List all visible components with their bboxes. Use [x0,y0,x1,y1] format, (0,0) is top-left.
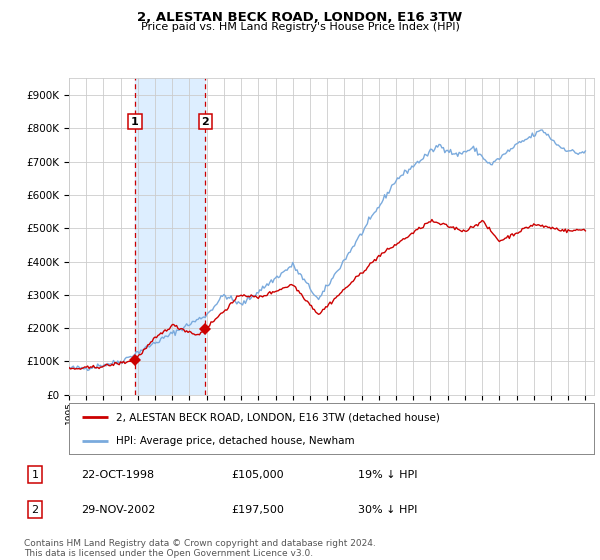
Text: 2, ALESTAN BECK ROAD, LONDON, E16 3TW (detached house): 2, ALESTAN BECK ROAD, LONDON, E16 3TW (d… [116,412,440,422]
Text: Price paid vs. HM Land Registry's House Price Index (HPI): Price paid vs. HM Land Registry's House … [140,22,460,32]
Text: 22-OCT-1998: 22-OCT-1998 [81,470,154,479]
Text: 19% ↓ HPI: 19% ↓ HPI [358,470,417,479]
Text: £105,000: £105,000 [231,470,284,479]
Text: 2, ALESTAN BECK ROAD, LONDON, E16 3TW: 2, ALESTAN BECK ROAD, LONDON, E16 3TW [137,11,463,24]
Text: 30% ↓ HPI: 30% ↓ HPI [358,505,417,515]
Text: 2: 2 [31,505,38,515]
Text: Contains HM Land Registry data © Crown copyright and database right 2024.
This d: Contains HM Land Registry data © Crown c… [24,539,376,558]
Text: 1: 1 [32,470,38,479]
Text: 29-NOV-2002: 29-NOV-2002 [81,505,155,515]
Bar [135,78,205,395]
Text: 1: 1 [131,116,139,127]
Text: £197,500: £197,500 [231,505,284,515]
Text: 2: 2 [202,116,209,127]
Text: HPI: Average price, detached house, Newham: HPI: Average price, detached house, Newh… [116,436,355,446]
